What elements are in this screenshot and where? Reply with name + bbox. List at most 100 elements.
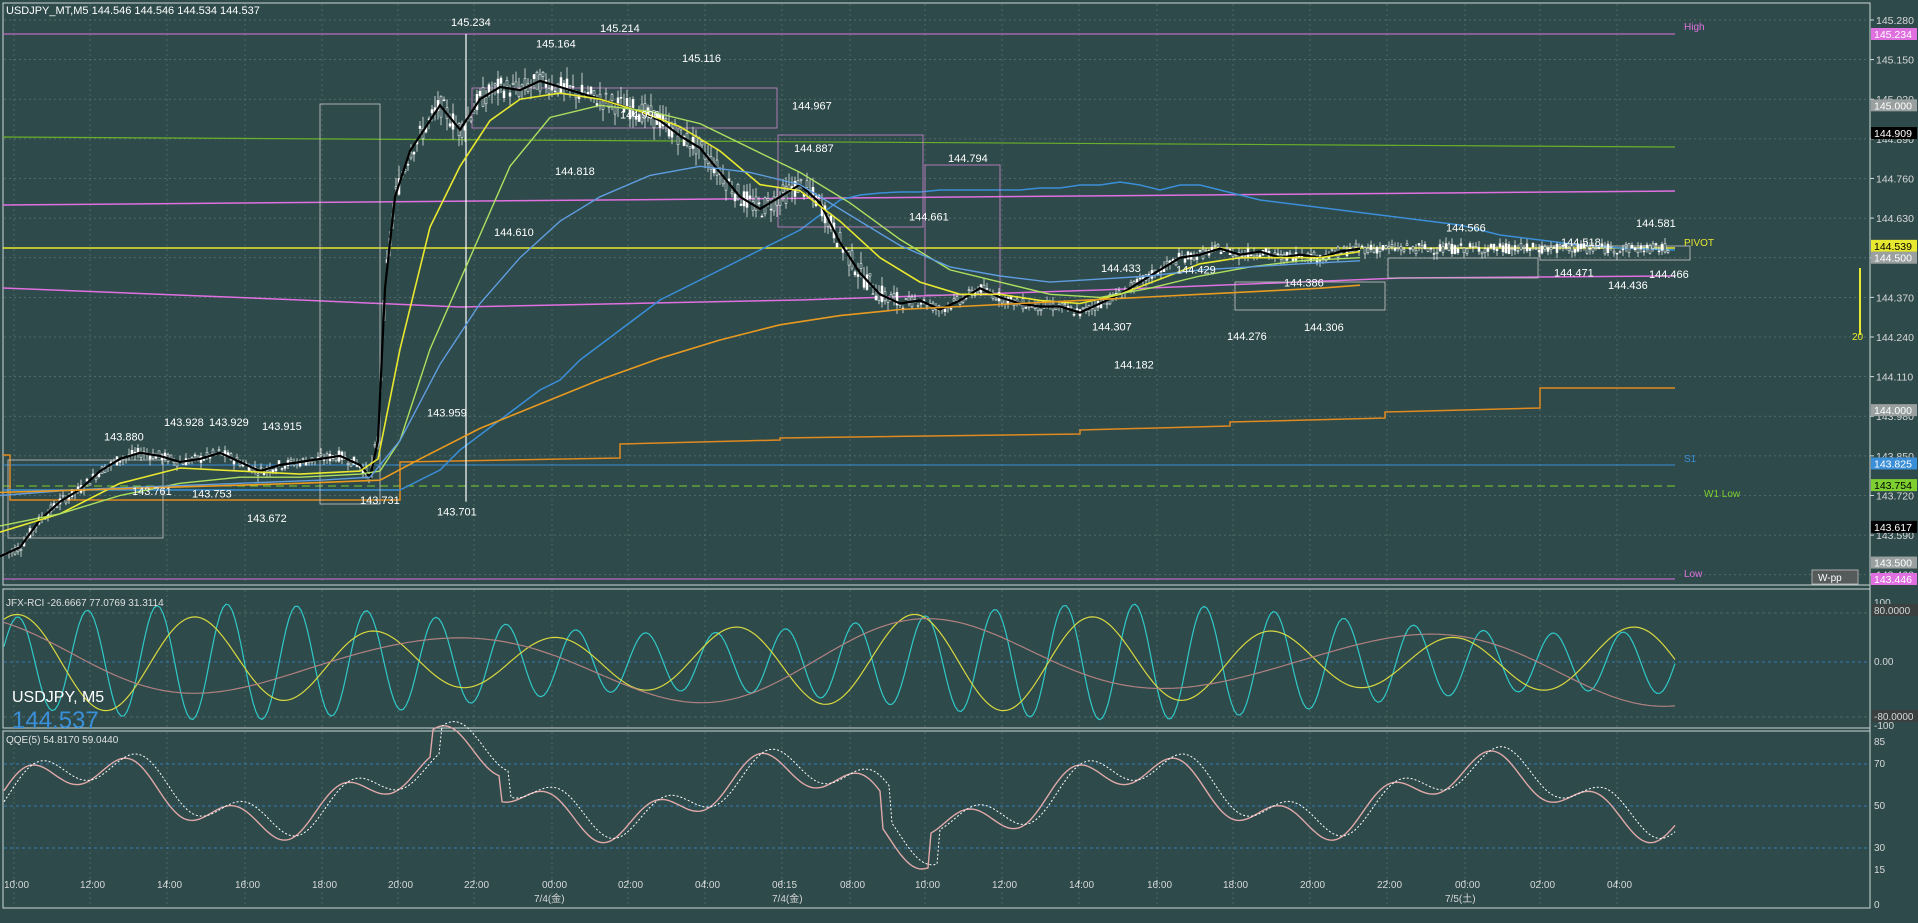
price-tick: 143.720 — [1876, 490, 1914, 502]
candle-body — [1204, 249, 1208, 252]
price-annotation: 144.433 — [1101, 263, 1141, 275]
candle-body — [1567, 248, 1571, 251]
candle-body — [1399, 246, 1403, 251]
rci-header: JFX-RCI -26.6667 77.0769 31.3114 — [6, 598, 164, 609]
candle-body — [1255, 255, 1259, 258]
candle-body — [1276, 253, 1280, 255]
candle-body — [517, 88, 521, 97]
candle-body — [1618, 251, 1622, 253]
candle-body — [322, 459, 326, 461]
candle-body — [1402, 249, 1406, 252]
candle-body — [1663, 243, 1667, 253]
candle-body — [943, 308, 947, 312]
candle-body — [514, 81, 518, 90]
candle-body — [85, 478, 89, 482]
candle-body — [346, 463, 350, 465]
session-box — [1387, 257, 1539, 279]
price-tag-bg — [1871, 239, 1917, 252]
candle-body — [442, 99, 446, 102]
time-label: 00:00 — [542, 880, 567, 891]
candle-body — [1438, 244, 1442, 252]
price-annotation: 144.306 — [1304, 322, 1344, 334]
candle-body — [769, 208, 773, 211]
price-tag-bg — [1871, 251, 1917, 264]
candle-body — [1450, 243, 1454, 254]
candle-body — [733, 193, 737, 202]
candle-body — [1504, 243, 1508, 254]
candle-body — [859, 263, 863, 270]
candle-body — [1312, 251, 1316, 259]
price-tag-bg — [1871, 28, 1917, 40]
candle-body — [1540, 246, 1544, 254]
candle-body — [1429, 247, 1433, 250]
candle-body — [1213, 245, 1217, 247]
candle-body — [1648, 245, 1652, 254]
candle-body — [1330, 248, 1334, 251]
candle-body — [1549, 247, 1553, 251]
candle-body — [799, 178, 803, 181]
candle-body — [985, 288, 989, 290]
time-label: 12:00 — [992, 880, 1017, 891]
rci-line — [3, 613, 1676, 712]
time-axis: 10:00 12:00 14:00 16:00 18:00 20:00 22:00 00:00… — [4, 880, 1632, 905]
candle-body — [1651, 243, 1655, 249]
candle-body — [1216, 244, 1220, 248]
candle-body — [139, 453, 143, 458]
candle-body — [1600, 243, 1604, 247]
candle-body — [532, 74, 536, 79]
pivot-levels — [2, 33, 1861, 580]
candle-body — [1063, 303, 1067, 305]
candle-body — [664, 118, 668, 121]
candle-body — [856, 274, 860, 277]
candle-body — [1642, 250, 1646, 253]
candle-body — [682, 135, 686, 146]
candle-body — [496, 78, 500, 94]
rci-tick: -100 — [1874, 721, 1894, 732]
magenta-slow-line — [2, 275, 1676, 308]
candle-body — [1633, 247, 1637, 251]
candle-body — [205, 452, 209, 456]
candle-body — [1582, 243, 1586, 248]
candle-body — [1456, 248, 1460, 253]
candle-body — [628, 106, 632, 120]
session-box — [924, 164, 1001, 296]
candle-body — [580, 84, 584, 94]
price-tag-bg — [1871, 404, 1917, 417]
candle-body — [1405, 243, 1409, 246]
candle-body — [19, 549, 23, 551]
price-annotation: 145.164 — [536, 38, 576, 50]
candle-body — [919, 303, 923, 305]
candle-body — [1501, 245, 1505, 253]
orange-step-line — [3, 387, 1675, 501]
time-label: 08:00 — [840, 880, 865, 891]
candle-body — [1666, 250, 1670, 253]
candle-body — [811, 186, 815, 196]
price-tag: 144.539 — [1874, 241, 1912, 253]
candle-body — [1510, 248, 1514, 250]
price-tick: 145.280 — [1876, 15, 1914, 27]
candle-body — [1384, 245, 1388, 249]
candle-body — [1165, 260, 1169, 265]
candle-body — [1390, 244, 1394, 248]
time-label: 18:00 — [1223, 880, 1248, 891]
qqe-line — [3, 725, 1676, 870]
price-annotation: 143.701 — [437, 506, 477, 518]
candle-body — [1579, 243, 1583, 249]
rci-tag-bg — [1872, 710, 1918, 722]
candle-body — [1054, 307, 1058, 311]
qqe-tick: 15 — [1874, 865, 1886, 876]
price-tick: 144.760 — [1876, 173, 1914, 185]
price-annotation: 144.967 — [792, 100, 832, 112]
candle-body — [1138, 277, 1142, 280]
price-tag: 145.234 — [1874, 29, 1912, 41]
ma-line — [0, 92, 1361, 533]
candle-body — [853, 271, 857, 276]
candle-body — [1597, 246, 1601, 249]
candle-body — [1471, 246, 1475, 248]
time-label: 20:00 — [1300, 880, 1325, 891]
candle-body — [1243, 254, 1247, 257]
candle-body — [547, 88, 551, 94]
wpp-label: W-pp — [1818, 573, 1842, 584]
candle-body — [1327, 257, 1331, 259]
